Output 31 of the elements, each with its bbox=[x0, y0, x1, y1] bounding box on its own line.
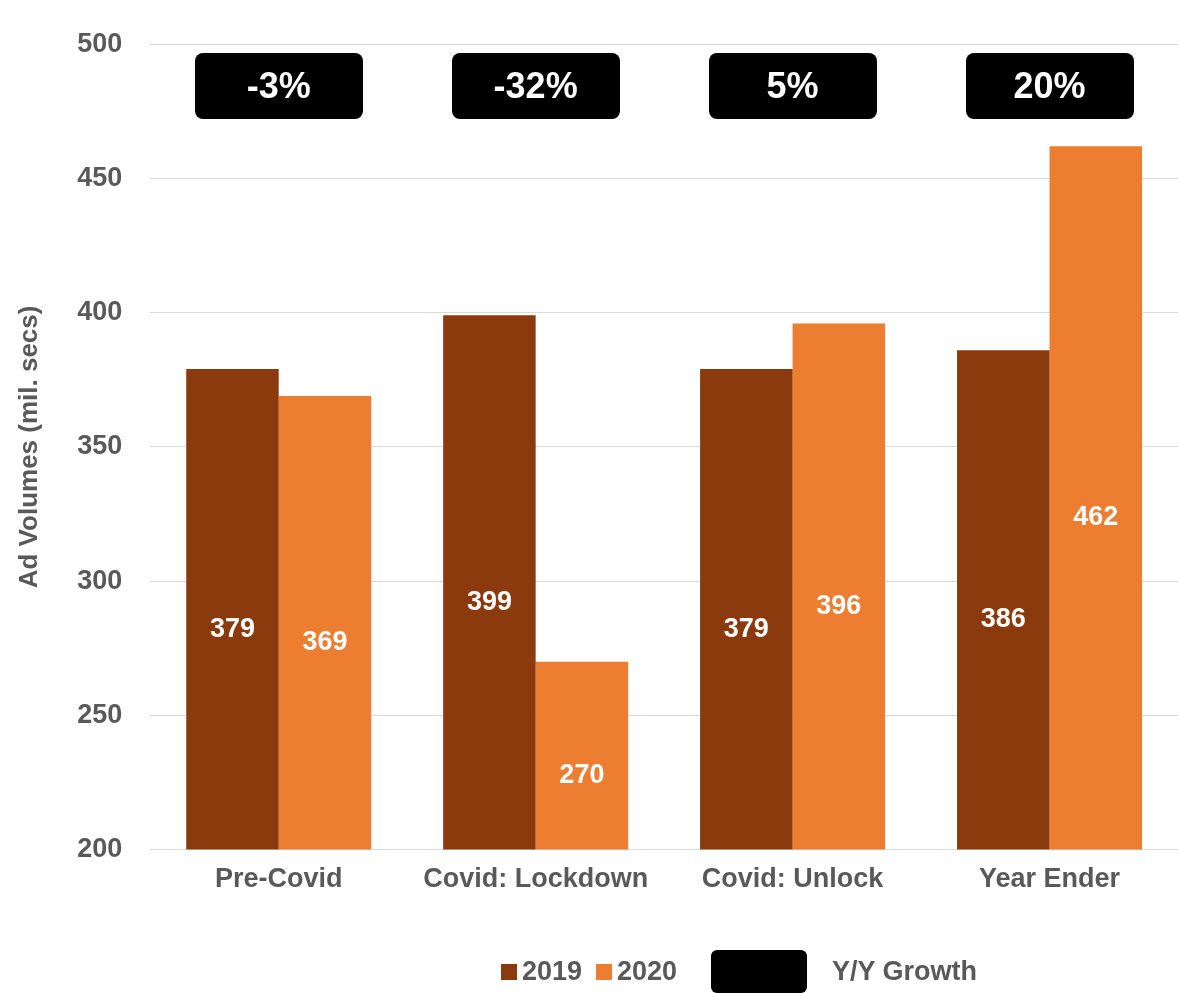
growth-tag: -3% bbox=[194, 53, 363, 120]
data-label: 399 bbox=[466, 585, 512, 616]
data-label: 379 bbox=[723, 612, 769, 643]
x-tick-label: Covid: Unlock bbox=[701, 863, 885, 894]
y-axis-title: Ad Volumes (mil. secs) bbox=[12, 305, 43, 589]
data-label: 379 bbox=[209, 612, 255, 643]
data-label: 462 bbox=[1073, 501, 1119, 532]
y-tick-label: 250 bbox=[77, 698, 123, 729]
growth-tag: -32% bbox=[451, 53, 620, 120]
data-label: 386 bbox=[980, 603, 1026, 634]
text: Y/Y Growth bbox=[832, 956, 978, 987]
y-tick-label: 200 bbox=[77, 833, 123, 864]
legend-label: 2019 bbox=[521, 956, 582, 987]
y-tick-label: 400 bbox=[77, 296, 123, 327]
growth-tag: 5% bbox=[708, 53, 877, 120]
y-tick-label: 350 bbox=[77, 430, 123, 461]
annotation: 5% bbox=[766, 65, 819, 108]
x-tick-label: Year Ender bbox=[978, 863, 1121, 894]
growth-tag: 20% bbox=[965, 53, 1134, 120]
y-tick-label: 450 bbox=[77, 161, 123, 192]
legend-label: 2020 bbox=[616, 956, 678, 987]
data-label: 396 bbox=[816, 589, 862, 620]
annotation: -32% bbox=[493, 65, 578, 108]
data-label: 270 bbox=[559, 759, 605, 790]
data-label: 369 bbox=[302, 626, 348, 657]
y-tick-label: 300 bbox=[77, 564, 123, 595]
annotation: -3% bbox=[246, 65, 311, 108]
annotation: 20% bbox=[1013, 65, 1086, 108]
x-tick-label: Covid: Lockdown bbox=[423, 863, 649, 894]
x-tick-label: Pre-Covid bbox=[214, 863, 343, 894]
y-tick-label: 500 bbox=[77, 27, 123, 58]
